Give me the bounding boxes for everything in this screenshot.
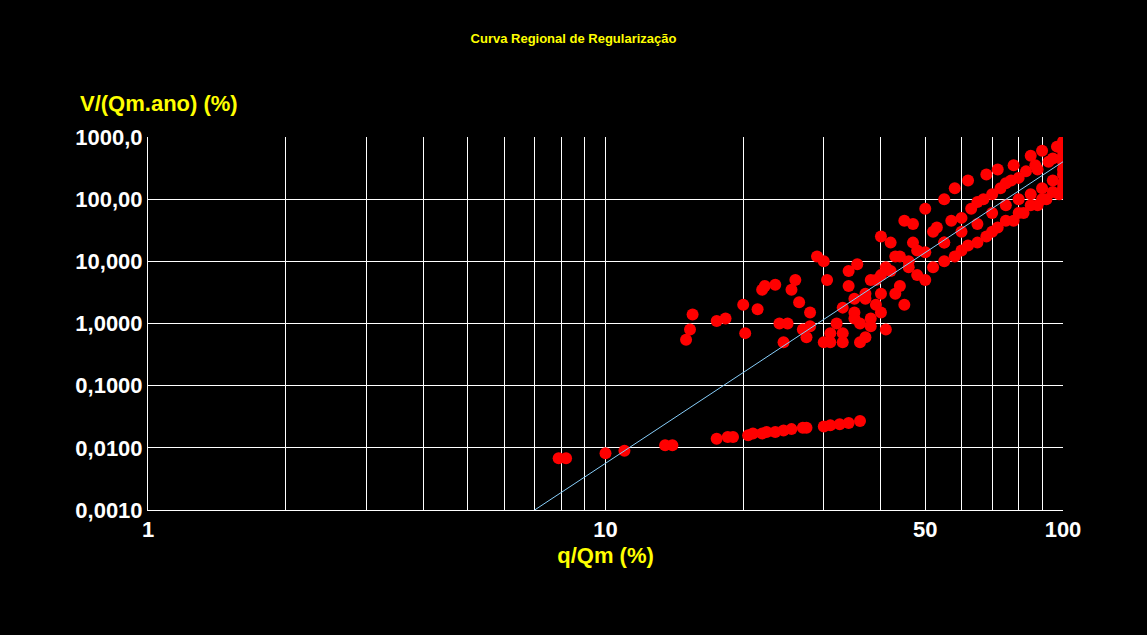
svg-text:1000,0: 1000,0 [75,125,142,150]
svg-text:q/Qm (%): q/Qm (%) [557,543,654,568]
svg-text:Curva Regional de Regularizaçã: Curva Regional de Regularização [471,31,677,46]
svg-text:0,1000: 0,1000 [75,373,142,398]
svg-text:0,0010: 0,0010 [75,498,142,523]
svg-text:0,0100: 0,0100 [75,436,142,461]
svg-text:10: 10 [593,517,617,542]
svg-text:100,00: 100,00 [75,187,142,212]
svg-text:50: 50 [913,517,937,542]
svg-text:1,0000: 1,0000 [75,311,142,336]
svg-text:V/(Qm.ano) (%): V/(Qm.ano) (%) [80,91,238,116]
svg-text:10,000: 10,000 [75,249,142,274]
svg-text:1: 1 [142,517,154,542]
svg-text:100: 100 [1045,517,1082,542]
